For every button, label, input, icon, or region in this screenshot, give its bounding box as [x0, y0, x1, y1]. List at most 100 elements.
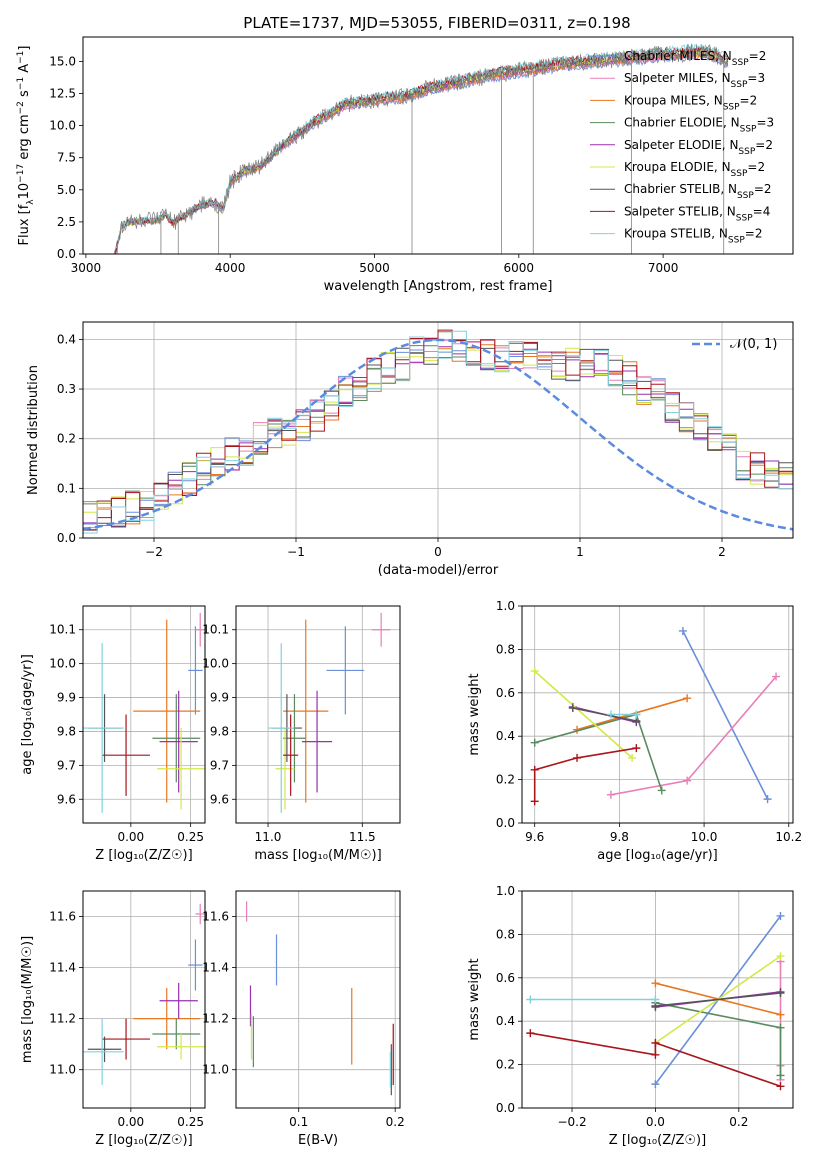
y-axis-label-part: −1: [16, 77, 26, 90]
x-tick-label: 0: [434, 545, 442, 559]
x-axis-label: Z [log₁₀(Z/Z☉)]: [95, 848, 192, 863]
series-marker: [526, 995, 535, 1004]
y-tick-label: 9.9: [57, 691, 76, 705]
series-marker: [763, 795, 772, 804]
series-marker: [606, 710, 615, 719]
series-marker: [568, 703, 577, 712]
series-line: [534, 713, 663, 791]
series-marker: [628, 753, 637, 762]
legend-value: 2: [759, 49, 767, 63]
x-axis-label: Z [log₁₀(Z/Z☉)]: [609, 1133, 706, 1148]
error-bar-point: [283, 619, 329, 803]
y-tick-label: 1.0: [496, 884, 515, 898]
legend-label: 𝒩(0, 1): [730, 337, 777, 352]
y-axis-label: mass [log₁₀(M/M☉)]: [20, 936, 35, 1063]
error-bar-point: [195, 903, 205, 925]
series-marker: [530, 667, 539, 676]
error-bar-point: [268, 643, 295, 813]
axes-frame: [82, 605, 206, 824]
y-axis-label-part: erg cm: [17, 114, 32, 163]
legend-entry: Kroupa MILES, NSSP=2: [624, 93, 757, 112]
figure-title: PLATE=1737, MJD=53055, FIBERID=0311, z=0…: [243, 14, 630, 32]
series-line: [534, 670, 633, 759]
series-marker: [632, 710, 641, 719]
error-bars: [268, 612, 391, 813]
observed-spectrum-line: [114, 43, 729, 254]
axes-frame: [82, 890, 206, 1109]
legend-equals: =: [754, 182, 764, 196]
y-tick-label: 11.4: [49, 961, 76, 975]
error-bar-point: [133, 619, 201, 803]
error-bar-point: [87, 1036, 122, 1063]
error-bar-point: [157, 728, 205, 810]
legend-separator: ,: [720, 182, 728, 196]
y-tick-label: 0.0: [496, 816, 515, 830]
legend-sub: SSP: [728, 236, 745, 246]
series-marker: [526, 1029, 535, 1038]
x-tick-label: 9.8: [610, 830, 629, 844]
model-spectrum-line: [114, 43, 729, 251]
legend-equals: =: [747, 160, 757, 174]
spectrum-panel: 3000 4000 5000 6000 7000 0.0 2.5 5.0 7.5 10.0 12.5…: [16, 36, 794, 294]
legend-entry: Chabrier ELODIE, NSSP=3: [624, 116, 774, 135]
legend-entry: Salpeter STELIB, NSSP=4: [624, 204, 770, 223]
y-axis-label: age [log₁₀(age/yr)]: [20, 654, 35, 775]
legend-sub: SSP: [737, 191, 754, 201]
legend-equals: =: [755, 138, 765, 152]
series-marker: [678, 626, 687, 635]
age-vs-mass-panel: 11.0 11.5 9.6 9.7 9.8 9.9 10.0 10.1 mass [log₁₀(…: [202, 605, 401, 863]
legend-label: Salpeter STELIB: [624, 204, 719, 218]
error-bars: [83, 903, 205, 1086]
legend-sub: SSP: [731, 80, 748, 90]
series-marker: [776, 1071, 785, 1080]
y-tick-label: 11.2: [202, 1012, 229, 1026]
error-bar-point: [159, 690, 198, 793]
legend-separator: ,: [723, 116, 731, 130]
legend-value: 2: [750, 93, 758, 107]
series-line: [682, 630, 769, 800]
series-marker: [776, 1082, 785, 1091]
legend-value: 2: [755, 227, 763, 241]
spectrum-lines: [114, 43, 729, 254]
x-tick-label: −0.2: [557, 1115, 586, 1129]
legend-equals: =: [753, 204, 763, 218]
legend-separator: ,: [715, 49, 723, 63]
legend-separator: ,: [714, 71, 722, 85]
series-marker: [657, 786, 666, 795]
series-marker: [776, 1023, 785, 1032]
legend-label: Kroupa ELODIE: [624, 160, 714, 174]
legend-label: Chabrier MILES: [624, 49, 715, 63]
mass-weight-vs-metallicity-panel: −0.2 0.0 0.2 0.0 0.2 0.4 0.6 0.8 1.0 Z [log₁₀(Z/Z…: [467, 884, 794, 1148]
legend-sub: SSP: [736, 213, 753, 223]
y-tick-label: 0.4: [496, 1014, 515, 1028]
legend-value: 2: [765, 138, 773, 152]
legend-equals: =: [745, 227, 755, 241]
histogram-step-line: [83, 330, 793, 534]
x-axis-label: (data-model)/error: [378, 563, 499, 578]
mass-vs-ebv-panel: 0.1 0.2 11.0 11.2 11.4 11.6 E(B-V): [202, 890, 405, 1148]
series-marker: [651, 1080, 660, 1089]
y-tick-label: 9.6: [210, 792, 229, 806]
series-marker: [776, 988, 785, 997]
x-tick-label: 4000: [215, 261, 246, 275]
legend-n: N: [727, 204, 736, 218]
y-axis-label-part: Flux [f: [17, 204, 32, 245]
series-marker: [651, 979, 660, 988]
y-axis-label-part: −17: [16, 164, 26, 183]
age-vs-metallicity-panel: 0.00 0.25 9.6 9.7 9.8 9.9 10.0 10.1 Z [log₁₀(Z/Z…: [20, 605, 206, 863]
y-tick-label: 11.6: [202, 910, 229, 924]
series-line: [572, 707, 637, 722]
series-line: [530, 1032, 781, 1088]
y-axis-label-part: A: [17, 64, 32, 77]
y-tick-label: 0.3: [57, 382, 76, 396]
series-marker: [651, 1050, 660, 1059]
series-marker: [632, 744, 641, 753]
y-tick-label: 9.8: [57, 724, 76, 738]
error-bar-point: [371, 612, 391, 647]
x-tick-label: 0.00: [117, 830, 144, 844]
x-axis-label: Z [log₁₀(Z/Z☉)]: [95, 1133, 192, 1148]
x-tick-label: 10.0: [691, 830, 718, 844]
legend-separator: ,: [706, 93, 714, 107]
